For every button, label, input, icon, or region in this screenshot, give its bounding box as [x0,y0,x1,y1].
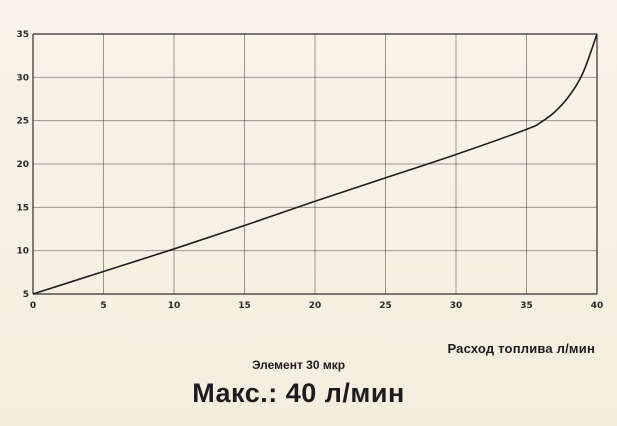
series-layer [32,33,598,295]
x-tick-label: 40 [591,301,604,311]
y-tick-label: 15 [16,203,29,213]
y-tick-label: 35 [16,30,29,40]
x-axis-title: Расход топлива л/мин [447,341,595,356]
x-tick-label: 10 [168,301,181,311]
grid [32,33,598,295]
x-tick-label: 25 [379,301,392,311]
x-tick-label: 5 [100,301,106,311]
y-tick-label: 25 [16,117,29,127]
x-tick-label: 0 [30,301,36,311]
element-caption: Элемент 30 мкр [251,358,346,372]
y-tick-label: 10 [16,247,29,257]
y-tick-label: 20 [16,160,29,170]
x-tick-label: 20 [309,301,322,311]
series-line [32,33,598,295]
x-tick-label: 30 [450,301,463,311]
y-tick-label: 30 [16,73,29,83]
y-tick-label: 5 [23,290,29,300]
x-tick-label: 35 [520,301,533,311]
x-tick-label: 15 [238,301,251,311]
max-flow-caption: Макс.: 40 л/мин [192,378,405,408]
